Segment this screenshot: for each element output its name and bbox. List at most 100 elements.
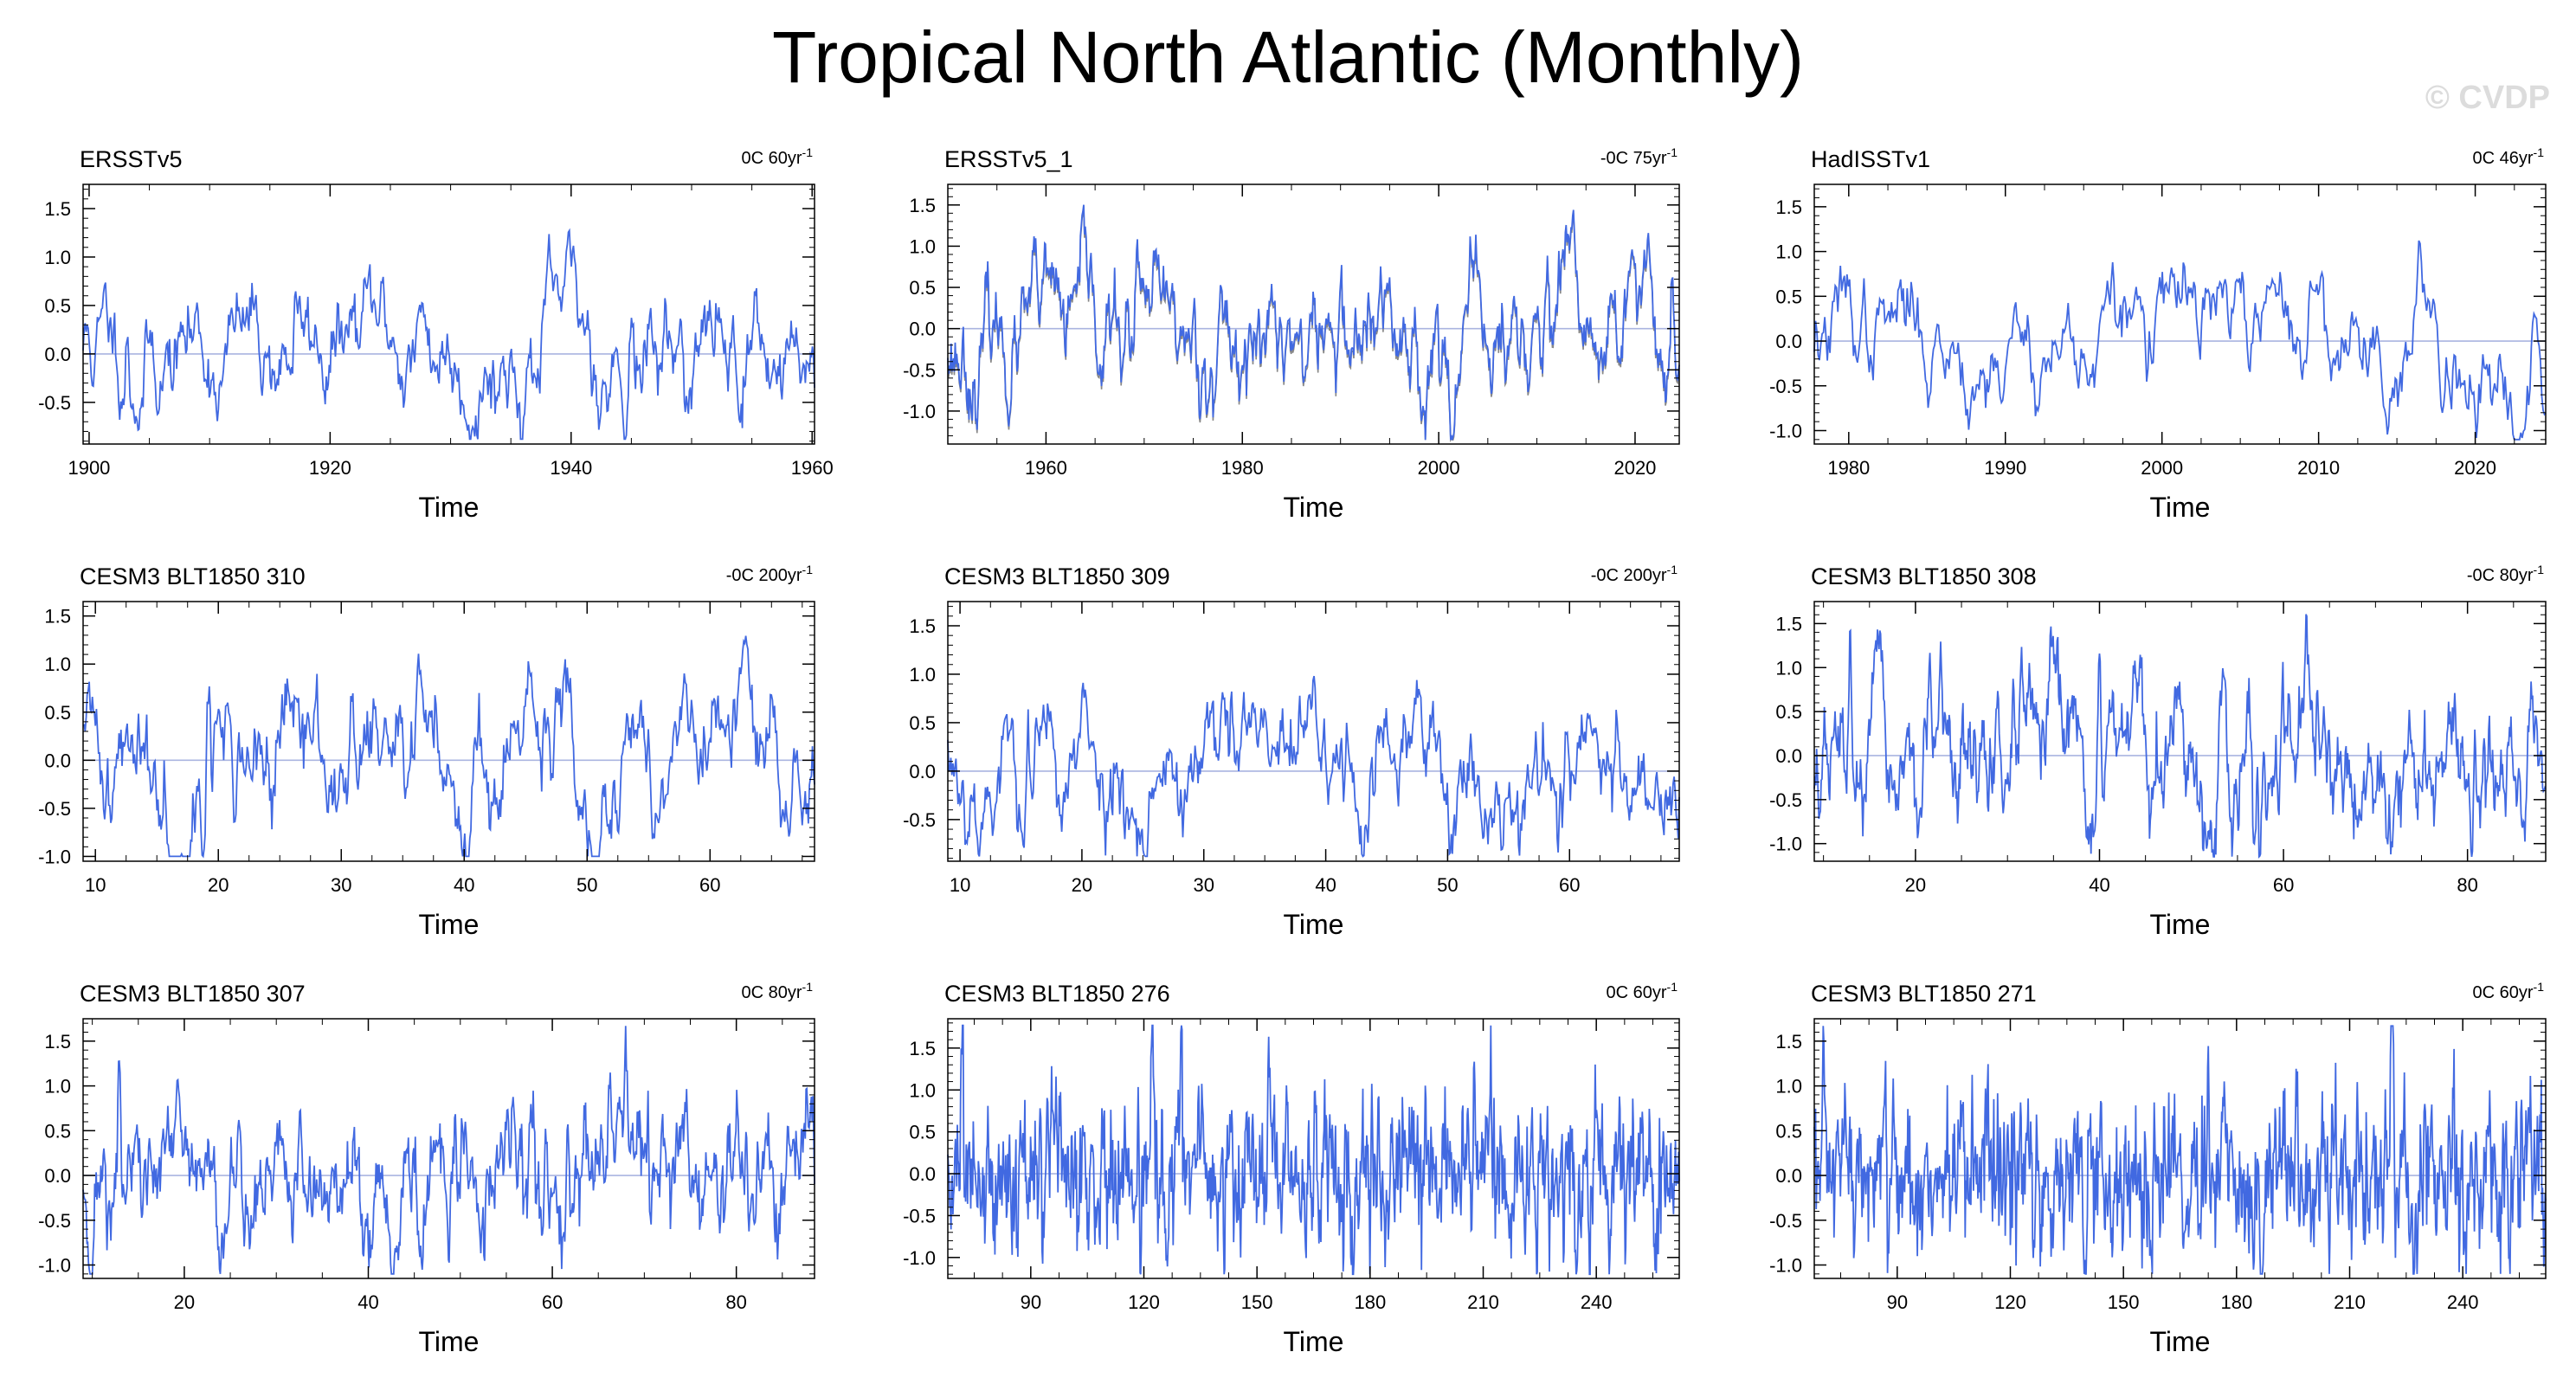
panel-title: CESM3 BLT1850 276	[944, 981, 1170, 1007]
chart-panel: CESM3 BLT1850 308 -0C 80yr-1 -1.0 -0.5 0.0 0.…	[1769, 563, 2547, 940]
y-tick-label: -0.5	[1769, 789, 1802, 811]
series-line	[1813, 1025, 2547, 1275]
chart-panel: CESM3 BLT1850 271 0C 60yr-1 -1.0 -0.5 0.0 0.5…	[1769, 980, 2547, 1357]
chart-panel: CESM3 BLT1850 309 -0C 200yr-1 -0.5 0.0 0.5 1.…	[903, 563, 1680, 940]
x-axis-label: Time	[419, 909, 480, 940]
panel-title: ERSSTv5_1	[944, 146, 1073, 172]
y-tick-label: 0.0	[1775, 745, 1802, 767]
x-tick-label: 1900	[68, 457, 110, 479]
y-tick-label: -1.0	[903, 1247, 936, 1269]
x-tick-label: 20	[1905, 874, 1926, 896]
x-axis-label: Time	[419, 492, 480, 523]
plot-frame	[1813, 601, 2547, 862]
x-tick-label: 90	[1887, 1291, 1908, 1313]
trend-label: -0C 80yr-1	[2467, 563, 2544, 585]
x-axis-label: Time	[2150, 909, 2211, 940]
y-tick-label: 0.0	[44, 344, 71, 365]
trend-label: 0C 60yr-1	[1607, 980, 1678, 1002]
panel-title: CESM3 BLT1850 309	[944, 563, 1170, 589]
y-tick-label: 0.0	[909, 319, 936, 340]
series-line	[947, 675, 1680, 858]
cvdp-watermark: © CVDP	[2425, 80, 2550, 116]
x-tick-label: 40	[454, 874, 474, 896]
x-tick-label: 20	[1072, 874, 1092, 896]
x-tick-label: 240	[1581, 1291, 1613, 1313]
y-tick-label: 1.0	[909, 664, 936, 686]
y-tick-label: 1.5	[909, 615, 936, 637]
x-tick-label: 40	[357, 1291, 378, 1313]
y-tick-label: 0.0	[44, 1165, 71, 1187]
x-tick-label: 60	[542, 1291, 563, 1313]
y-tick-label: 0.0	[1775, 1165, 1802, 1187]
trend-label: 0C 60yr-1	[2473, 980, 2545, 1002]
y-tick-label: 1.5	[1775, 613, 1802, 634]
y-tick-label: 0.0	[1775, 331, 1802, 352]
chart-panel: ERSSTv5 0C 60yr-1 -0.5 0.0 0.5 1.0 1.5 1900 1920…	[38, 145, 834, 523]
x-tick-label: 40	[1315, 874, 1336, 896]
y-tick-label: 0.5	[1775, 286, 1802, 307]
x-tick-label: 1980	[1221, 457, 1264, 479]
trend-label: -0C 75yr-1	[1600, 145, 1678, 168]
y-tick-label: -0.5	[903, 1205, 936, 1226]
page-title: Tropical North Atlantic (Monthly)	[772, 16, 1804, 98]
x-axis-label: Time	[1284, 492, 1344, 523]
chart-panel: ERSSTv5_1 -0C 75yr-1 -1.0 -0.5 0.0 0.5 1.0 1.5 1…	[903, 145, 1680, 523]
series-line	[1813, 614, 2547, 859]
y-tick-label: 1.0	[909, 1079, 936, 1101]
panel-title: CESM3 BLT1850 308	[1811, 563, 2037, 589]
x-axis-label: Time	[1284, 1326, 1344, 1357]
chart-panel: HadISSTv1 0C 46yr-1 -1.0 -0.5 0.0 0.5 1.0 1.5 19…	[1769, 145, 2547, 523]
panel-title: CESM3 BLT1850 310	[80, 563, 306, 589]
y-tick-label: 0.0	[44, 750, 71, 771]
x-tick-label: 60	[2273, 874, 2294, 896]
y-tick-label: 0.5	[909, 1122, 936, 1143]
y-tick-label: 1.0	[44, 247, 71, 268]
x-tick-label: 1960	[1025, 457, 1067, 479]
x-tick-label: 80	[725, 1291, 746, 1313]
x-tick-label: 120	[1994, 1291, 2026, 1313]
y-tick-label: 1.0	[44, 653, 71, 675]
series-line	[947, 1024, 1680, 1276]
x-tick-label: 1980	[1827, 457, 1870, 479]
x-tick-label: 40	[2089, 874, 2109, 896]
x-tick-label: 2020	[2454, 457, 2496, 479]
x-tick-label: 1920	[309, 457, 351, 479]
x-tick-label: 180	[1354, 1291, 1386, 1313]
y-tick-label: -1.0	[38, 846, 71, 867]
y-tick-label: 0.5	[1775, 1120, 1802, 1142]
y-tick-label: 0.5	[44, 702, 71, 724]
y-tick-label: -1.0	[1769, 834, 1802, 855]
y-tick-label: 0.5	[1775, 701, 1802, 723]
x-tick-label: 20	[208, 874, 229, 896]
y-tick-label: -1.0	[1769, 420, 1802, 441]
plot-frame	[947, 183, 1680, 445]
x-tick-label: 2000	[2141, 457, 2183, 479]
plot-frame	[947, 601, 1680, 862]
trend-label: -0C 200yr-1	[726, 563, 813, 585]
plot-frame	[82, 1018, 815, 1279]
y-tick-label: 1.0	[909, 235, 936, 257]
y-tick-label: -0.5	[38, 798, 71, 820]
y-tick-label: 1.0	[1775, 657, 1802, 679]
x-tick-label: 120	[1128, 1291, 1160, 1313]
x-axis-label: Time	[2150, 492, 2211, 523]
y-tick-label: 0.5	[44, 1120, 71, 1142]
x-axis-label: Time	[2150, 1326, 2211, 1357]
y-tick-label: 0.0	[909, 1163, 936, 1185]
x-tick-label: 1940	[550, 457, 592, 479]
chart-panel: CESM3 BLT1850 276 0C 60yr-1 -1.0 -0.5 0.0 0.5…	[903, 980, 1680, 1357]
x-tick-label: 180	[2220, 1291, 2252, 1313]
y-tick-label: 1.0	[44, 1076, 71, 1098]
series-line	[947, 204, 1680, 441]
panel-title: CESM3 BLT1850 307	[80, 981, 306, 1007]
y-tick-label: 0.5	[909, 712, 936, 734]
y-tick-label: 0.0	[909, 761, 936, 782]
y-tick-label: -1.0	[903, 401, 936, 422]
y-tick-label: 1.5	[44, 198, 71, 220]
y-tick-label: -0.5	[38, 392, 71, 414]
x-tick-label: 30	[331, 874, 351, 896]
x-axis-label: Time	[1284, 909, 1344, 940]
y-tick-label: -1.0	[1769, 1254, 1802, 1276]
x-tick-label: 1960	[791, 457, 834, 479]
